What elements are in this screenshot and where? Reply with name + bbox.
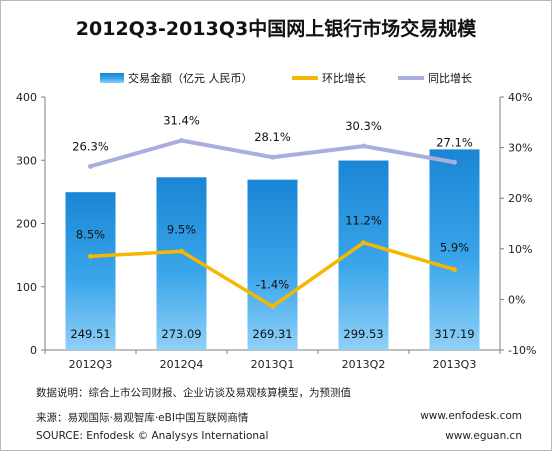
bar-2012Q4: [156, 177, 207, 350]
legend-bar-swatch: [100, 73, 124, 83]
bar-2012Q3: [65, 192, 116, 350]
bar-2013Q3: [429, 149, 480, 350]
line-point-1-0: [88, 253, 93, 259]
line-point-1-2: [270, 303, 275, 309]
bar-value-label: 273.09: [161, 327, 201, 341]
left-tick-label: 400: [16, 91, 37, 104]
line-value-label: -1.4%: [256, 277, 289, 291]
url-enfodesk[interactable]: www.enfodesk.com: [420, 410, 522, 422]
source-cn: 来源：易观国际·易观智库·eBI中国互联网商情: [36, 412, 249, 424]
right-tick-label: -10%: [508, 344, 536, 357]
x-tick-label: 2012Q3: [69, 358, 113, 371]
line-value-label: 28.1%: [254, 130, 291, 144]
left-tick-label: 0: [30, 344, 37, 357]
line-value-label: 9.5%: [167, 222, 196, 236]
line-point-1-3: [361, 240, 366, 246]
url-eguan[interactable]: www.eguan.cn: [445, 430, 522, 442]
chart-title: 2012Q3-2013Q3中国网上银行市场交易规模: [75, 18, 477, 40]
line-point-1-1: [179, 248, 184, 254]
left-tick-label: 100: [16, 281, 37, 294]
legend-bar-label: 交易金额（亿元 人民币）: [128, 71, 253, 85]
x-tick-label: 2012Q4: [160, 358, 204, 371]
line-value-label: 27.1%: [436, 135, 473, 149]
right-tick-label: 0%: [508, 293, 525, 306]
line-point-2-0: [88, 163, 93, 169]
line-point-2-1: [179, 138, 184, 144]
line-value-label: 5.9%: [440, 241, 469, 255]
line-value-label: 26.3%: [72, 139, 109, 153]
bar-value-label: 269.31: [252, 327, 292, 341]
source-en: SOURCE: Enfodesk © Analysys Internationa…: [36, 430, 269, 442]
bar-value-label: 317.19: [434, 327, 474, 341]
bar-2013Q1: [247, 179, 298, 350]
right-tick-label: 20%: [508, 192, 532, 205]
bar-value-label: 249.51: [70, 327, 110, 341]
right-tick-label: 40%: [508, 91, 532, 104]
right-tick-label: 10%: [508, 243, 532, 256]
line-point-1-4: [452, 267, 457, 273]
line-value-label: 11.2%: [345, 214, 382, 228]
left-tick-label: 300: [16, 154, 37, 167]
x-tick-label: 2013Q2: [342, 358, 386, 371]
x-tick-label: 2013Q3: [433, 358, 477, 371]
left-tick-label: 200: [16, 218, 37, 231]
line-series-2: [88, 138, 457, 169]
line-value-label: 8.5%: [76, 227, 105, 241]
x-tick-label: 2013Q1: [251, 358, 295, 371]
legend-mom-label: 环比增长: [322, 71, 366, 85]
bar-value-label: 299.53: [343, 327, 383, 341]
line-value-label: 31.4%: [163, 114, 200, 128]
legend-yoy-label: 同比增长: [428, 71, 472, 85]
line-point-2-2: [270, 154, 275, 160]
line-value-label: 30.3%: [345, 119, 382, 133]
data-note: 数据说明：综合上市公司财报、企业访谈及易观核算模型，为预测值: [36, 387, 351, 399]
line-point-2-3: [361, 143, 366, 149]
line-point-2-4: [452, 159, 457, 165]
right-tick-label: 30%: [508, 142, 532, 155]
